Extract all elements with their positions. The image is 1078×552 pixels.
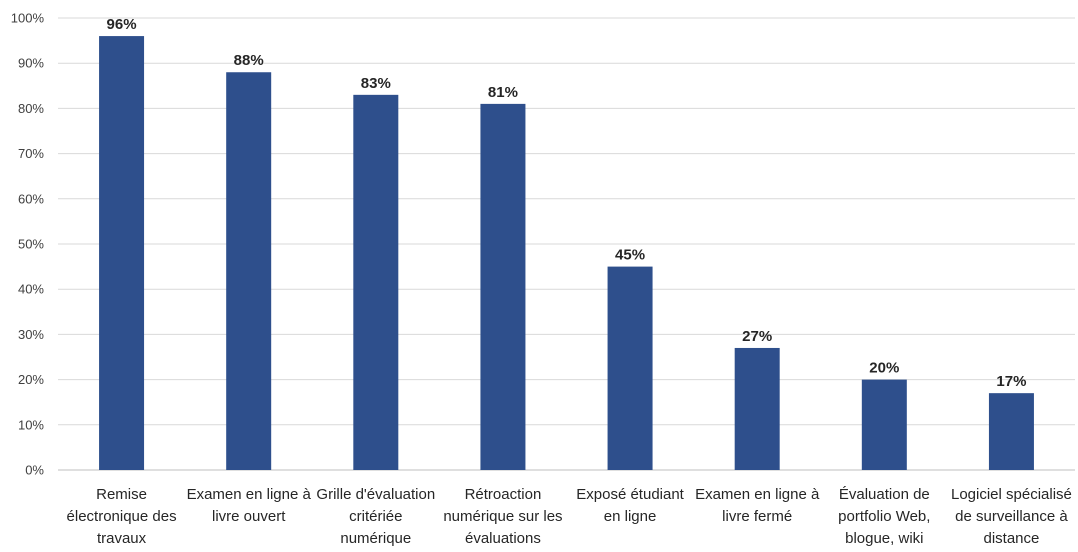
data-label: 83% [361,75,391,92]
x-tick-label-line: blogue, wiki [845,530,923,547]
x-tick-label-line: évaluations [465,530,541,547]
x-tick-label: Examen en ligne à livre fermé [695,486,820,525]
bars [99,36,1034,471]
y-tick-label: 70% [18,146,44,161]
bar [861,379,907,470]
bar [734,347,780,470]
x-tick-label-line: travaux [97,530,147,547]
y-axis: 0% 10% 20% 30% 40% 50% 60% 70% 80% 90% 100% [11,11,45,478]
y-tick-label: 40% [18,282,44,297]
data-label: 96% [107,16,137,33]
y-tick-label: 80% [18,101,44,116]
y-tick-label: 60% [18,191,44,206]
x-tick-label-line: Exposé étudiant [576,486,684,503]
data-label: 81% [488,84,518,101]
y-tick-label: 100% [11,11,45,26]
data-label: 20% [869,360,899,377]
y-tick-label: 90% [18,56,44,71]
x-tick-label-line: de surveillance à [955,508,1068,525]
x-tick-label-line: portfolio Web, [838,508,930,525]
x-tick-label: Exposé étudiant en ligne [576,486,684,525]
x-tick-label-line: Remise [96,486,147,503]
bar [988,393,1034,470]
y-tick-label: 10% [18,417,44,432]
x-tick-label-line: livre ouvert [212,508,286,525]
x-tick-label-line: critériée [349,508,402,525]
x-tick-label-line: Grille d'évaluation [316,486,435,503]
gridlines [58,17,1075,471]
x-tick-label-line: Examen en ligne à [187,486,312,503]
y-tick-label: 50% [18,237,44,252]
x-tick-label: Évaluation de portfolio Web, blogue, wiki [838,486,930,547]
x-tick-label-line: distance [984,530,1040,547]
data-label: 45% [615,247,645,264]
x-axis: Remise électronique des travaux Examen en l… [67,486,1072,547]
x-tick-label: Rétroaction numérique sur les évaluations [443,486,562,547]
x-tick-label-line: numérique [340,530,411,547]
bar [480,103,526,470]
x-tick-label-line: électronique des [67,508,177,525]
y-tick-label: 30% [18,327,44,342]
data-label: 17% [996,373,1026,390]
data-label: 88% [234,52,264,69]
bar [99,36,145,470]
x-tick-label-line: numérique sur les [443,508,562,525]
x-tick-label: Remise électronique des travaux [67,486,177,547]
x-tick-label: Examen en ligne à livre ouvert [187,486,312,525]
bar [226,72,272,471]
x-tick-label-line: Rétroaction [465,486,542,503]
x-tick-label: Grille d'évaluation critériée numérique [316,486,435,547]
x-tick-label-line: Examen en ligne à [695,486,820,503]
x-tick-label: Logiciel spécialisé de surveillance à dist… [951,486,1072,547]
data-label: 27% [742,328,772,345]
bar [607,266,653,470]
y-tick-label: 0% [25,463,44,478]
data-labels: 96% 88% 83% 81% 45% 27% 20% 17% [107,16,1027,390]
x-tick-label-line: en ligne [604,508,657,525]
x-tick-label-line: Logiciel spécialisé [951,486,1072,503]
x-tick-label-line: Évaluation de [839,486,930,503]
x-tick-label-line: livre fermé [722,508,792,525]
y-tick-label: 20% [18,372,44,387]
bar [353,94,399,470]
